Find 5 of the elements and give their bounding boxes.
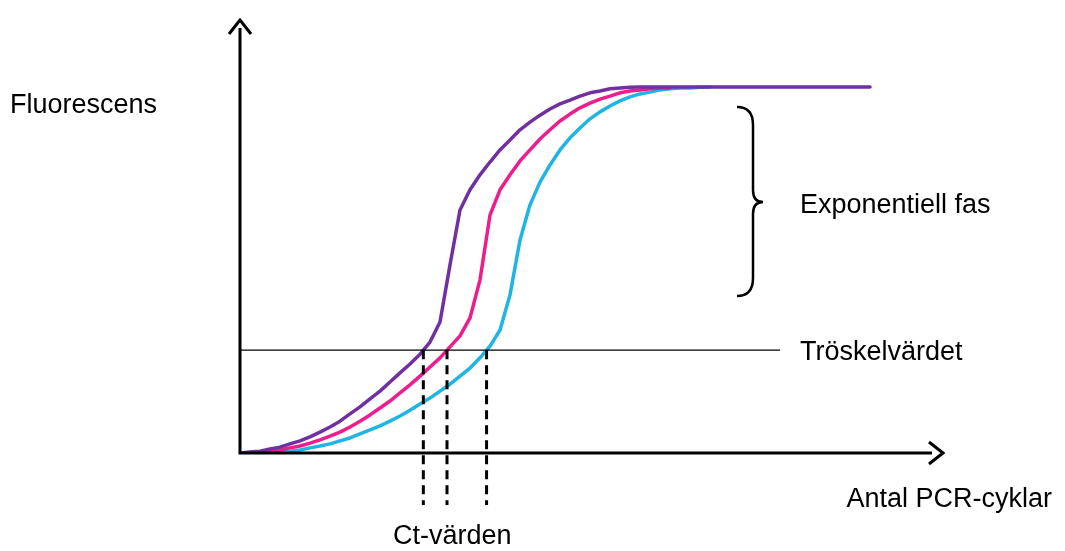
x-axis-title: Antal PCR-cyklar xyxy=(846,483,1053,514)
y-axis-title: Fluorescens xyxy=(10,89,158,120)
ref-line-label: Tröskelvärdet xyxy=(800,335,964,366)
text: Ct-värden xyxy=(393,520,512,551)
annotation: Exponentiell fas xyxy=(800,189,991,220)
